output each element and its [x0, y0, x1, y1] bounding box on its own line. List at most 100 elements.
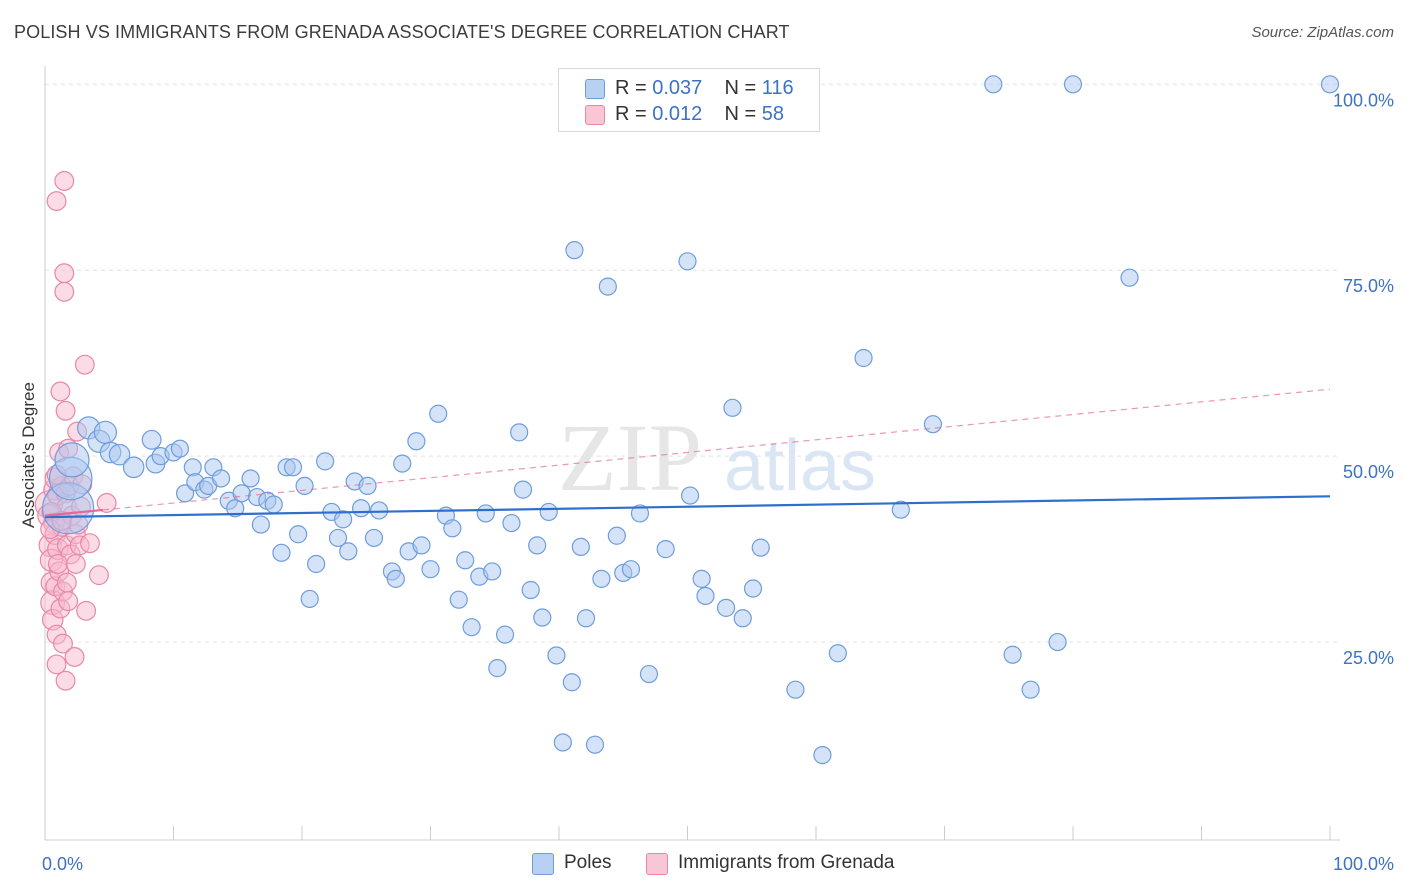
- trend-line-poles: [44, 495, 1331, 519]
- data-point: [630, 504, 650, 523]
- data-point: [476, 504, 495, 523]
- legend-r-label: R =: [615, 77, 653, 99]
- data-point: [510, 423, 529, 442]
- data-point: [289, 525, 308, 544]
- data-point: [54, 263, 75, 284]
- data-point: [607, 526, 626, 545]
- data-point: [74, 354, 95, 375]
- data-point: [443, 519, 462, 538]
- data-point: [1048, 632, 1067, 652]
- data-point: [54, 171, 75, 191]
- data-point: [743, 579, 763, 598]
- data-point: [58, 591, 79, 612]
- data-point: [716, 598, 736, 617]
- data-point: [696, 586, 715, 606]
- data-point: [122, 456, 145, 479]
- data-point: [46, 191, 67, 212]
- axes: [44, 66, 1340, 841]
- data-point: [1320, 75, 1340, 94]
- source-credit: Source: ZipAtlas.com: [1251, 24, 1394, 41]
- data-point: [283, 458, 303, 477]
- data-point: [547, 646, 566, 665]
- legend-n-label: N =: [724, 77, 762, 99]
- data-point: [183, 458, 202, 477]
- data-point: [89, 565, 109, 586]
- data-point: [598, 277, 617, 296]
- series-poles-points: [42, 75, 1340, 765]
- legend-n-value-poles: 116: [761, 77, 794, 99]
- data-point: [854, 348, 873, 368]
- data-point: [786, 680, 805, 699]
- data-point: [295, 476, 314, 496]
- data-point: [533, 608, 552, 627]
- data-point: [55, 670, 76, 691]
- data-point: [429, 404, 448, 423]
- trend-lines: [44, 388, 1331, 519]
- data-point: [571, 537, 590, 556]
- legend-n-value-grenada: 58: [761, 103, 785, 125]
- data-point: [733, 609, 752, 628]
- data-point: [241, 469, 260, 488]
- series-legend: Poles Immigrants from Grenada: [0, 852, 1406, 878]
- grid-lines: [45, 83, 1340, 643]
- data-point: [334, 510, 353, 529]
- x-tick-label: 0.0%: [42, 854, 83, 874]
- trend-line-grenada-solid: [44, 508, 103, 517]
- data-point: [352, 499, 371, 518]
- data-point: [891, 500, 910, 519]
- data-point: [923, 415, 943, 434]
- data-point: [449, 590, 468, 609]
- data-point: [528, 536, 547, 555]
- legend-label-grenada: Immigrants from Grenada: [678, 852, 895, 873]
- data-point: [592, 569, 611, 588]
- data-point: [828, 644, 847, 663]
- data-point: [1003, 645, 1022, 664]
- y-axis-label: Associate's Degree: [19, 382, 38, 528]
- data-point: [553, 733, 572, 752]
- data-point: [639, 664, 659, 684]
- legend-swatch-poles: [532, 853, 554, 875]
- legend-swatch-poles: [585, 79, 605, 99]
- data-point: [307, 554, 326, 574]
- data-point: [108, 443, 131, 466]
- legend-r-value-poles: 0.037: [652, 77, 703, 99]
- legend-swatch-grenada: [585, 105, 605, 125]
- data-point: [723, 398, 742, 417]
- data-point: [678, 252, 697, 271]
- data-point: [358, 476, 377, 496]
- data-point: [170, 439, 190, 458]
- watermark-atlas: atlas: [724, 426, 876, 506]
- data-point: [656, 540, 675, 559]
- trend-line-grenada-dashed: [102, 388, 1331, 511]
- x-tick-label: 100.0%: [1333, 854, 1394, 874]
- data-point: [521, 580, 540, 600]
- data-point: [55, 400, 76, 421]
- data-point: [53, 633, 73, 654]
- data-point: [502, 513, 521, 533]
- chart-title: POLISH VS IMMIGRANTS FROM GRENADA ASSOCI…: [14, 22, 790, 42]
- data-point: [393, 454, 412, 473]
- data-point: [585, 735, 605, 754]
- data-point: [621, 560, 641, 579]
- data-point: [211, 469, 231, 488]
- legend-label-poles: Poles: [564, 852, 612, 873]
- data-point: [251, 515, 270, 534]
- data-point: [495, 625, 515, 644]
- data-point: [76, 600, 97, 621]
- data-point: [65, 554, 86, 574]
- data-point: [576, 609, 596, 628]
- data-point: [54, 442, 90, 478]
- data-point: [421, 560, 440, 579]
- data-point: [96, 493, 117, 513]
- y-tick-label: 100.0%: [1333, 90, 1394, 110]
- data-point: [539, 502, 558, 522]
- data-point: [93, 420, 118, 445]
- data-point: [50, 381, 71, 402]
- data-point: [54, 281, 75, 302]
- data-point: [141, 429, 162, 450]
- legend-n-label: N =: [724, 103, 762, 125]
- data-point: [488, 659, 507, 678]
- data-point: [264, 495, 283, 514]
- correlation-legend: R = 0.037 N = 116 R = 0.012 N = 58: [558, 68, 820, 132]
